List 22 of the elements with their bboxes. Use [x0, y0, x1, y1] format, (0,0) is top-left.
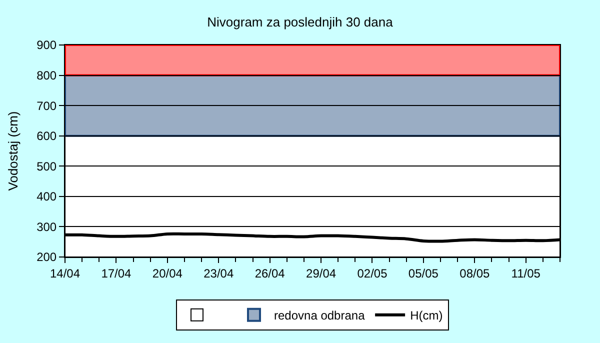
x-tick-label: 11/05 [511, 266, 541, 280]
y-tick-label: 700 [36, 98, 57, 113]
legend-label: redovna odbrana [274, 308, 366, 323]
legend-label: H(cm) [410, 308, 443, 323]
y-tick-label: 800 [36, 68, 57, 82]
y-tick-label: 400 [36, 190, 57, 204]
x-tick-label: 29/04 [306, 266, 336, 280]
x-tick-label: 05/05 [408, 266, 439, 280]
x-tick-label: 17/04 [101, 266, 132, 280]
x-tick-label: 26/04 [254, 266, 286, 280]
chart-title: Nivogram za poslednjih 30 dana [207, 14, 394, 30]
x-tick-label: 23/04 [204, 266, 234, 280]
y-tick-label: 200 [36, 250, 57, 264]
x-tick-label: 14/04 [50, 266, 80, 280]
x-tick-label: 20/04 [152, 266, 183, 280]
y-tick-label: 900 [36, 38, 57, 52]
x-tick-label: 02/05 [357, 266, 388, 280]
y-tick-label: 500 [36, 159, 57, 174]
x-tick-label: 08/05 [460, 266, 490, 280]
y-axis-title: Vodostaj (cm) [6, 111, 21, 191]
y-tick-label: 300 [36, 220, 57, 234]
y-tick-label: 600 [36, 129, 57, 144]
